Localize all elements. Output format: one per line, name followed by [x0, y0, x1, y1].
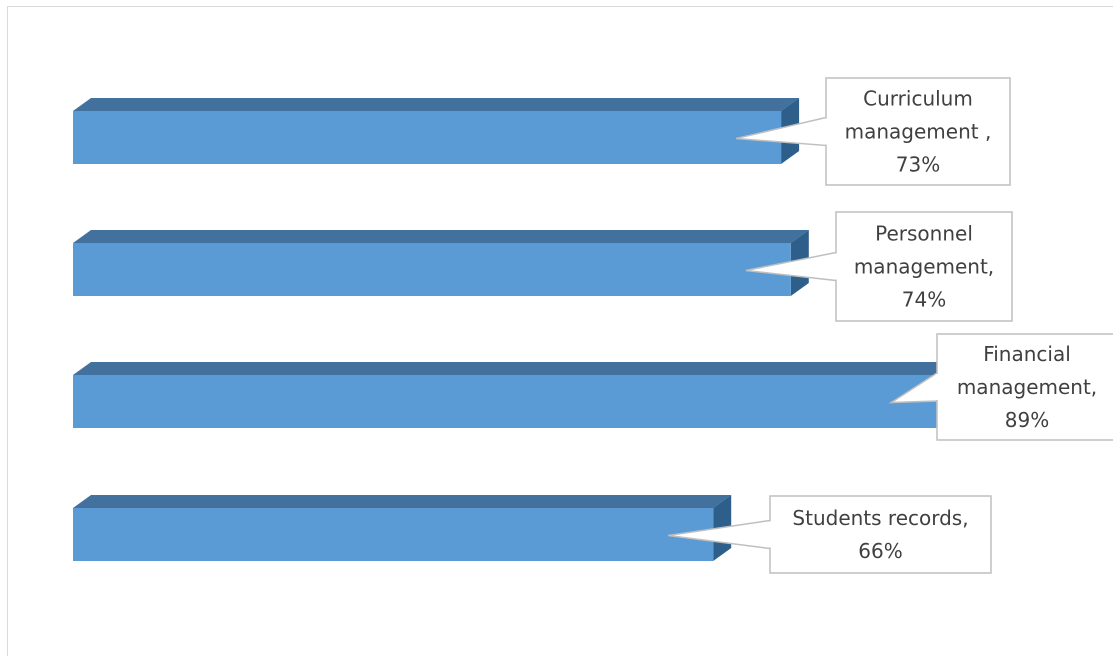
- bar: [73, 111, 782, 164]
- data-label: management,: [957, 375, 1097, 399]
- data-label: 66%: [858, 539, 902, 563]
- callout-box: [769, 495, 992, 574]
- bar: [73, 243, 791, 296]
- data-label: 73%: [896, 153, 940, 177]
- bar: [73, 508, 714, 561]
- data-label: 89%: [1005, 408, 1049, 432]
- data-label: management,: [854, 255, 994, 279]
- data-label: Students records,: [792, 506, 968, 530]
- data-label: management ,: [845, 120, 992, 144]
- data-label: Curriculum: [863, 87, 973, 111]
- bar: [73, 375, 937, 428]
- callout-box: [825, 77, 1011, 186]
- data-label: Financial: [983, 342, 1071, 366]
- bar-top-face: [73, 362, 955, 375]
- data-label: Personnel: [875, 222, 973, 246]
- data-label: 74%: [902, 288, 946, 312]
- bar-top-face: [73, 230, 809, 243]
- callout-box: [835, 211, 1013, 322]
- bar-top-face: [73, 495, 732, 508]
- bar-top-face: [73, 98, 800, 111]
